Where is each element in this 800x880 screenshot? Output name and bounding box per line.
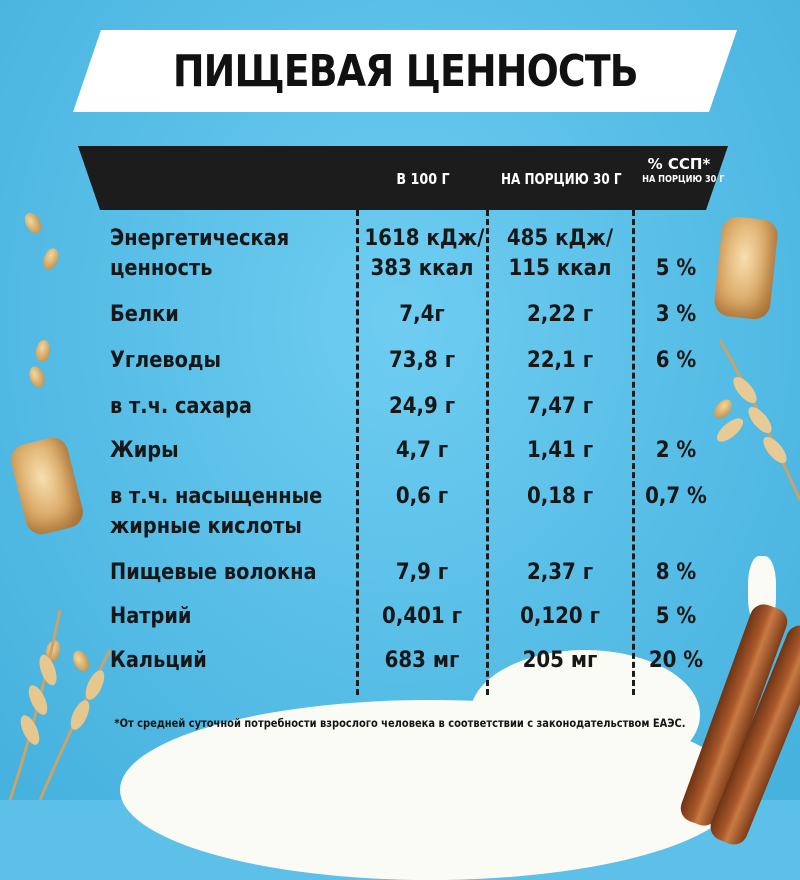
footnote: *От средней суточной потребности взросло… [114,716,686,730]
value-per-100g: 1618 кДж/ 383 ккал [364,226,485,281]
row-label: Жиры [110,438,179,463]
row-label: Углеводы [110,348,222,373]
value-per-100g: 73,8 г [388,348,456,373]
column-divider-1 [356,210,359,695]
column-divider-3 [632,210,635,695]
title-banner: ПИЩЕВАЯ ЦЕННОСТЬ [73,30,737,112]
value-percent: 6 % [655,348,697,373]
column-header-percent: % ССП* НА ПОРЦИЮ 30 Г [634,155,724,186]
row-label: Пищевые волокна [110,560,317,585]
wheat-stalks-right [716,339,800,501]
cereal-pillow-right [712,215,780,321]
value-per-100g: 4,7 г [395,438,449,463]
value-percent: 2 % [655,438,697,463]
value-per-100g: 24,9 г [388,394,456,419]
percent-subtitle: НА ПОРЦИЮ 30 Г [642,174,725,185]
value-per-100g: 0,6 г [395,484,449,509]
row-label: в т.ч. насыщенные жирные кислоты [110,484,323,539]
value-per-serving: 2,37 г [526,560,594,585]
value-percent: 8 % [655,560,697,585]
value-percent: 3 % [655,302,697,327]
column-header-per-serving: НА ПОРЦИЮ 30 Г [501,170,622,188]
milk-splash-center [470,650,700,780]
page-title: ПИЩЕВАЯ ЦЕННОСТЬ [172,45,638,97]
value-per-serving: 0,120 г [520,604,600,629]
value-per-serving: 22,1 г [526,348,594,373]
wheat-stalks-left [8,609,112,800]
value-per-serving: 205 мг [522,648,598,673]
value-per-serving: 7,47 г [526,394,594,419]
row-label: Натрий [110,604,192,629]
column-header-per-100g: В 100 Г [396,170,450,188]
value-per-serving: 2,22 г [526,302,594,327]
table-header-bar [78,146,728,210]
value-per-serving: 1,41 г [526,438,594,463]
value-per-100g: 683 мг [384,648,460,673]
background [0,0,800,800]
value-percent: 20 % [648,648,704,673]
value-per-serving: 485 кДж/ 115 ккал [506,226,614,281]
value-percent: 0,7 % [645,484,707,509]
value-per-serving: 0,18 г [526,484,594,509]
value-percent: 5 % [655,604,697,629]
value-percent: 5 % [655,256,697,281]
column-divider-2 [486,210,489,695]
row-label: Кальций [110,648,207,673]
value-per-100g: 7,4г [399,302,445,327]
row-label: в т.ч. сахара [110,394,252,419]
percent-title: % ССП* [647,155,711,173]
value-per-100g: 0,401 г [382,604,462,629]
row-label: Энергетическая ценность [110,226,290,281]
row-label: Белки [110,302,179,327]
value-per-100g: 7,9 г [395,560,449,585]
